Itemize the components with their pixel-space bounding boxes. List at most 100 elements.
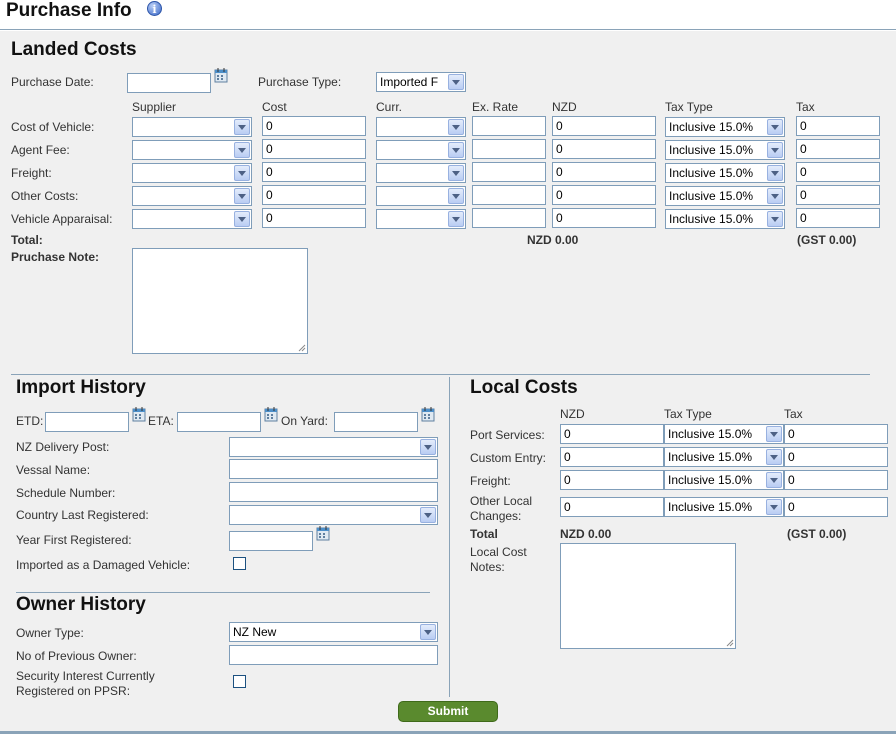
currency-select[interactable] xyxy=(376,186,466,206)
chevron-down-icon xyxy=(234,188,250,204)
calendar-icon[interactable] xyxy=(316,525,330,541)
currency-select[interactable] xyxy=(376,117,466,137)
ex-rate-input[interactable] xyxy=(472,162,546,182)
supplier-select[interactable] xyxy=(132,186,252,206)
schedule-number-input[interactable] xyxy=(229,482,438,502)
currency-select[interactable] xyxy=(376,163,466,183)
currency-select[interactable] xyxy=(376,140,466,160)
local-tax-type-select[interactable]: Inclusive 15.0% xyxy=(664,447,784,467)
nzd-input[interactable]: 0 xyxy=(552,116,656,136)
nzd-input[interactable]: 0 xyxy=(552,139,656,159)
tax-type-select[interactable]: Inclusive 15.0% xyxy=(665,163,785,183)
local-tax-type-select[interactable]: Inclusive 15.0% xyxy=(664,497,784,517)
chevron-down-icon xyxy=(234,165,250,181)
cost-input[interactable]: 0 xyxy=(262,139,366,159)
tax-input[interactable]: 0 xyxy=(796,185,880,205)
security-interest-checkbox[interactable] xyxy=(233,675,246,688)
ex-rate-input[interactable] xyxy=(472,208,546,228)
calendar-icon[interactable] xyxy=(132,406,146,422)
resize-grip-icon[interactable] xyxy=(726,639,734,647)
landed-row-label: Freight: xyxy=(11,166,52,180)
nzd-input[interactable]: 0 xyxy=(552,162,656,182)
landed-row-label: Vehicle Apparaisal: xyxy=(11,212,113,226)
tax-input[interactable]: 0 xyxy=(796,116,880,136)
info-icon[interactable]: i xyxy=(147,1,162,16)
supplier-select[interactable] xyxy=(132,117,252,137)
purchase-type-select[interactable]: Imported F xyxy=(376,72,466,92)
local-tax-type-select[interactable]: Inclusive 15.0% xyxy=(664,470,784,490)
local-col-tax-type: Tax Type xyxy=(664,407,712,421)
owner-history-title: Owner History xyxy=(16,594,146,615)
etd-input[interactable] xyxy=(45,412,129,432)
chevron-down-icon xyxy=(234,211,250,227)
nz-delivery-post-select[interactable] xyxy=(229,437,438,457)
local-tax-input[interactable]: 0 xyxy=(784,497,888,517)
section-divider xyxy=(11,374,870,375)
on-yard-label: On Yard: xyxy=(281,414,328,428)
tax-type-select[interactable]: Inclusive 15.0% xyxy=(665,209,785,229)
vessal-name-input[interactable] xyxy=(229,459,438,479)
schedule-number-label: Schedule Number: xyxy=(16,486,116,500)
tax-input[interactable]: 0 xyxy=(796,208,880,228)
chevron-down-icon xyxy=(448,211,464,227)
on-yard-input[interactable] xyxy=(334,412,418,432)
supplier-select[interactable] xyxy=(132,163,252,183)
supplier-select[interactable] xyxy=(132,209,252,229)
purchase-note-textarea[interactable] xyxy=(132,248,308,354)
tax-input[interactable]: 0 xyxy=(796,139,880,159)
submit-button[interactable]: Submit xyxy=(398,701,498,722)
calendar-icon[interactable] xyxy=(264,406,278,422)
local-total-label: Total xyxy=(470,527,498,541)
chevron-down-icon xyxy=(766,426,782,442)
cost-input[interactable]: 0 xyxy=(262,185,366,205)
tax-type-value: Inclusive 15.0% xyxy=(669,120,754,134)
chevron-down-icon xyxy=(448,119,464,135)
chevron-down-icon xyxy=(448,188,464,204)
local-tax-input[interactable]: 0 xyxy=(784,447,888,467)
local-nzd-input[interactable]: 0 xyxy=(560,497,664,517)
ex-rate-input[interactable] xyxy=(472,139,546,159)
landed-total-gst: (GST 0.00) xyxy=(797,233,857,247)
landed-costs-title: Landed Costs xyxy=(11,39,137,60)
import-history-title: Import History xyxy=(16,377,146,398)
nzd-input[interactable]: 0 xyxy=(552,185,656,205)
country-last-registered-select[interactable] xyxy=(229,505,438,525)
col-cost: Cost xyxy=(262,100,287,114)
purchase-date-input[interactable] xyxy=(127,73,211,93)
local-tax-input[interactable]: 0 xyxy=(784,424,888,444)
imported-damaged-label: Imported as a Damaged Vehicle: xyxy=(16,558,191,572)
owner-type-select[interactable]: NZ New xyxy=(229,622,438,642)
previous-owner-label: No of Previous Owner: xyxy=(16,649,137,663)
nz-delivery-post-label: NZ Delivery Post: xyxy=(16,440,110,454)
eta-input[interactable] xyxy=(177,412,261,432)
imported-damaged-checkbox[interactable] xyxy=(233,557,246,570)
calendar-icon[interactable] xyxy=(214,67,228,83)
tax-type-select[interactable]: Inclusive 15.0% xyxy=(665,117,785,137)
chevron-down-icon xyxy=(234,119,250,135)
previous-owner-input[interactable] xyxy=(229,645,438,665)
local-cost-notes-textarea[interactable] xyxy=(560,543,736,649)
local-nzd-input[interactable]: 0 xyxy=(560,424,664,444)
landed-row-label: Cost of Vehicle: xyxy=(11,120,95,134)
tax-type-select[interactable]: Inclusive 15.0% xyxy=(665,140,785,160)
nzd-input[interactable]: 0 xyxy=(552,208,656,228)
currency-select[interactable] xyxy=(376,209,466,229)
year-first-registered-input[interactable] xyxy=(229,531,313,551)
tax-type-select[interactable]: Inclusive 15.0% xyxy=(665,186,785,206)
local-tax-type-select[interactable]: Inclusive 15.0% xyxy=(664,424,784,444)
supplier-select[interactable] xyxy=(132,140,252,160)
bottom-border xyxy=(0,731,896,734)
local-nzd-input[interactable]: 0 xyxy=(560,470,664,490)
calendar-icon[interactable] xyxy=(421,406,435,422)
local-tax-input[interactable]: 0 xyxy=(784,470,888,490)
chevron-down-icon xyxy=(766,499,782,515)
resize-grip-icon[interactable] xyxy=(298,344,306,352)
cost-input[interactable]: 0 xyxy=(262,208,366,228)
cost-input[interactable]: 0 xyxy=(262,162,366,182)
cost-input[interactable]: 0 xyxy=(262,116,366,136)
ex-rate-input[interactable] xyxy=(472,185,546,205)
local-nzd-input[interactable]: 0 xyxy=(560,447,664,467)
tax-input[interactable]: 0 xyxy=(796,162,880,182)
ex-rate-input[interactable] xyxy=(472,116,546,136)
owner-type-label: Owner Type: xyxy=(16,626,84,640)
